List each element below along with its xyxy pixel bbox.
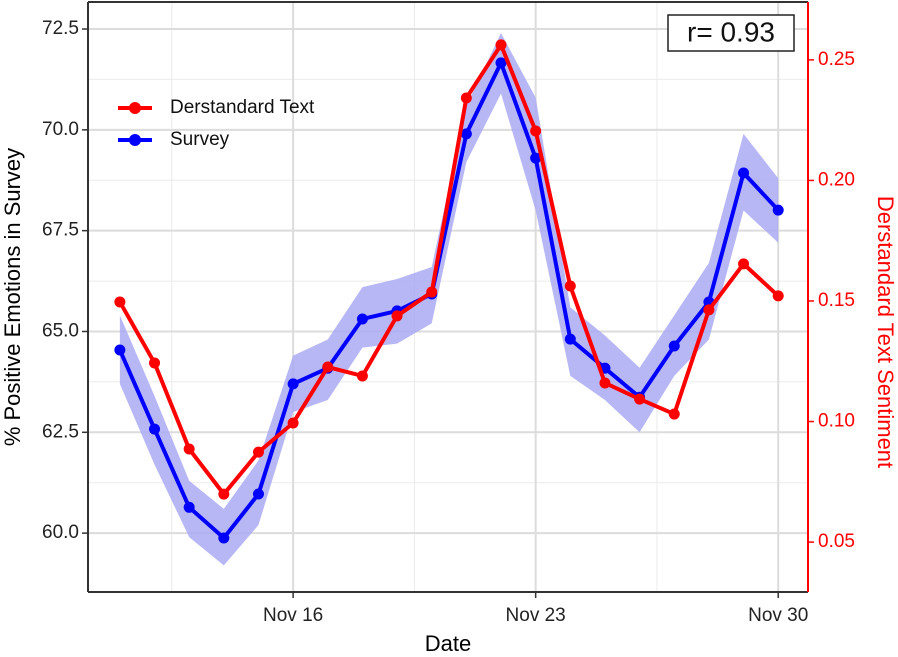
point xyxy=(772,290,784,302)
point xyxy=(287,378,299,390)
legend-marker xyxy=(129,134,141,146)
y-tick-label: 65.0 xyxy=(42,320,79,341)
point xyxy=(114,344,126,356)
point xyxy=(599,377,611,389)
point xyxy=(668,340,680,352)
y2-tick-label: 0.20 xyxy=(818,169,855,190)
point xyxy=(668,408,680,420)
y-axis-label: % Positive Emotions in Survey xyxy=(0,148,25,446)
legend-marker xyxy=(129,102,141,114)
y-tick-label: 62.5 xyxy=(42,421,79,442)
y-tick-label: 60.0 xyxy=(42,522,79,543)
annotation-box xyxy=(667,14,795,52)
point xyxy=(183,443,195,455)
point xyxy=(460,128,472,140)
point xyxy=(772,204,784,216)
line xyxy=(118,40,780,498)
y-tick-label: 70.0 xyxy=(42,119,79,140)
line xyxy=(118,57,780,541)
point xyxy=(356,313,368,325)
point xyxy=(495,39,507,51)
point xyxy=(149,423,161,435)
point xyxy=(252,488,264,500)
x-tick-label: Nov 30 xyxy=(748,605,808,626)
point xyxy=(391,310,403,322)
point xyxy=(252,446,264,458)
y2-tick-label: 0.15 xyxy=(818,290,855,311)
point xyxy=(738,167,750,179)
point xyxy=(634,393,646,405)
point xyxy=(356,370,368,382)
y2-tick-label: 0.10 xyxy=(818,411,855,432)
point xyxy=(322,361,334,373)
legend-label: Survey xyxy=(170,129,230,150)
point xyxy=(703,304,715,316)
point xyxy=(287,417,299,429)
legend-label: Derstandard Text xyxy=(170,97,315,118)
point xyxy=(495,57,507,69)
point xyxy=(426,286,438,298)
point xyxy=(460,92,472,104)
point xyxy=(530,125,542,137)
point xyxy=(183,501,195,513)
point xyxy=(114,296,126,308)
point xyxy=(738,258,750,270)
point xyxy=(564,280,576,292)
point xyxy=(530,152,542,164)
annotation: r= 0.93 xyxy=(687,16,775,47)
y2-axis-label: Derstandard Text Sentiment xyxy=(873,196,898,468)
point xyxy=(218,488,230,500)
point xyxy=(149,357,161,369)
y2-tick-label: 0.25 xyxy=(818,49,855,70)
point xyxy=(218,532,230,544)
y-tick-label: 67.5 xyxy=(42,220,79,241)
x-tick-label: Nov 16 xyxy=(263,605,323,626)
point xyxy=(564,333,576,345)
y-tick-label: 72.5 xyxy=(42,18,79,39)
y2-tick-label: 0.05 xyxy=(818,531,855,552)
x-tick-label: Nov 23 xyxy=(506,605,566,626)
x-axis-label: Date xyxy=(425,631,471,656)
